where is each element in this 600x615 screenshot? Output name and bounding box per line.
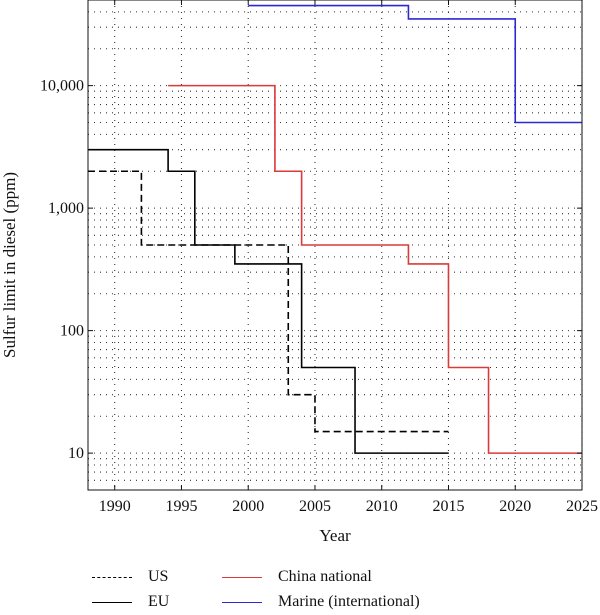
sulfur-limit-chart: 1990 1995 2000 2005 2010 2015 2020 2025 10 100 1,… xyxy=(0,0,598,545)
plot-frame xyxy=(87,0,583,491)
series-lines xyxy=(88,4,582,454)
y-axis-label: Sulfur limit in diesel (ppm) xyxy=(0,172,19,358)
x-axis-ticks: 1990 1995 2000 2005 2010 2015 2020 2025 xyxy=(99,0,598,515)
y-axis-ticks: 10 100 1,000 10,000 xyxy=(40,78,582,462)
x-tick-label: 2015 xyxy=(432,498,464,515)
legend-swatch-china xyxy=(222,576,262,578)
y-tick-label: 100 xyxy=(60,323,84,340)
legend-item-us: US xyxy=(92,566,168,588)
x-tick-label: 2020 xyxy=(499,498,531,515)
y-tick-label: 10 xyxy=(68,445,84,462)
y-tick-label: 10,000 xyxy=(40,78,84,95)
legend-swatch-marine xyxy=(222,601,262,603)
x-tick-label: 2000 xyxy=(232,498,264,515)
legend-label-marine: Marine (international) xyxy=(278,593,420,610)
series-line-marine-international xyxy=(248,4,582,124)
series-line-eu xyxy=(88,148,449,454)
legend-swatch-eu xyxy=(92,601,132,603)
x-tick-label: 2010 xyxy=(366,498,398,515)
x-tick-label: 2005 xyxy=(299,498,331,515)
legend-swatch-us xyxy=(92,576,132,578)
legend-item-china: China national xyxy=(222,566,372,588)
x-axis-label: Year xyxy=(319,526,351,545)
legend-item-eu: EU xyxy=(92,591,169,613)
legend-label-china: China national xyxy=(278,568,372,585)
series-line-china-national xyxy=(168,84,582,454)
legend-label-eu: EU xyxy=(148,593,170,610)
x-tick-label: 1995 xyxy=(165,498,197,515)
x-tick-label: 2025 xyxy=(566,498,598,515)
legend-item-marine: Marine (international) xyxy=(222,591,420,613)
series-line-us xyxy=(88,170,449,433)
x-tick-label: 1990 xyxy=(99,498,131,515)
y-tick-label: 1,000 xyxy=(48,200,84,217)
legend-label-us: US xyxy=(148,568,169,585)
legend: US EU China national Marine (internation… xyxy=(0,560,600,615)
